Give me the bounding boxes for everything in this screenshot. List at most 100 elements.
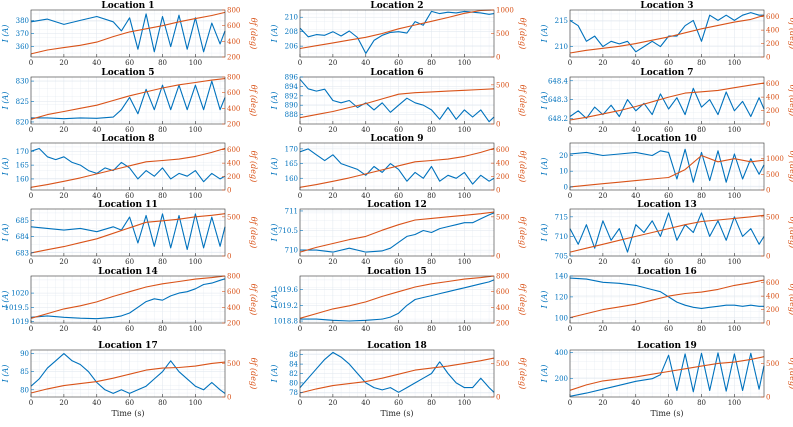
tick-label-x: 100: [728, 399, 741, 407]
tick-label-left: 710: [285, 247, 298, 255]
angle-series-line: [30, 361, 226, 394]
tick-label-x: 100: [458, 192, 471, 200]
y-axis-label-left: I (A): [270, 291, 279, 310]
panel-9: Location 10 0 10 20 0 500 1000 0 20 40 60 80 100 I (A…: [540, 134, 793, 200]
panel-title: Location 10: [637, 134, 696, 144]
tick-label-left: 648.3: [548, 96, 568, 104]
y-axis-label-left: I (A): [270, 158, 279, 177]
angle-series-line: [30, 213, 226, 254]
tick-label-x: 40: [361, 59, 370, 67]
tick-label-x: 100: [458, 126, 471, 134]
plot-area: [570, 143, 764, 190]
tick-label-right: 1000: [766, 155, 784, 163]
tick-label-x: 80: [427, 59, 436, 67]
tick-label-right: 800: [496, 273, 509, 281]
tick-label-right: 500: [496, 360, 509, 368]
tick-label-x: 60: [664, 399, 673, 407]
plot-area: [570, 77, 764, 124]
tick-label-left: 705: [555, 253, 568, 261]
tick-label-x: 60: [394, 399, 403, 407]
tick-label-x: 80: [158, 126, 167, 134]
panel-title: Location 15: [367, 267, 426, 277]
current-series-line: [30, 13, 226, 53]
current-series-line: [30, 147, 226, 183]
tick-label-x: 40: [361, 399, 370, 407]
plot-area: [31, 276, 225, 323]
current-series-line: [31, 80, 226, 120]
tick-label-x: 0: [568, 192, 572, 200]
tick-label-right: 0: [496, 394, 500, 402]
tick-label-x: 20: [598, 192, 607, 200]
tick-label-x: 40: [631, 325, 640, 333]
tick-label-right: 200: [227, 54, 240, 62]
tick-label-left: 648.2: [548, 115, 568, 123]
tick-label-left: 892: [285, 92, 298, 100]
y-axis-label-left: I (A): [540, 92, 549, 111]
angle-series-line: [569, 279, 765, 319]
y-axis-label-right: θf (deg): [518, 85, 527, 117]
tick-label-x: 60: [125, 258, 134, 266]
y-axis-label-left: I (A): [1, 92, 10, 111]
panel-title: Location 17: [98, 341, 157, 351]
tick-label-x: 40: [92, 59, 101, 67]
tick-label-x: 0: [298, 126, 302, 134]
panel-title: Location 5: [101, 68, 154, 78]
tick-label-right: 0: [766, 121, 770, 129]
tick-label-x: 60: [125, 59, 134, 67]
current-series-line: [300, 279, 495, 322]
tick-label-x: 20: [59, 126, 68, 134]
panel-title: Location 6: [370, 68, 423, 78]
tick-label-x: 60: [125, 126, 134, 134]
panel-10: Location 11 683 684 685 0 500 0 20 40 60 80 100 I (A…: [1, 200, 258, 266]
y-axis-label-left: I (A): [540, 25, 549, 44]
tick-label-x: 80: [697, 258, 706, 266]
y-axis-label-left: I (A): [540, 158, 549, 177]
tick-label-x: 40: [92, 126, 101, 134]
plot-area: [570, 276, 764, 323]
tick-label-left: 120: [555, 293, 568, 301]
tick-label-x: 100: [728, 126, 741, 134]
tick-label-left: 206: [285, 43, 299, 51]
tick-label-left: 200: [555, 375, 568, 383]
y-axis-label-right: θf (deg): [788, 151, 793, 183]
tick-label-x: 60: [664, 126, 673, 134]
axes-frame: [299, 76, 495, 125]
tick-label-left: 170: [16, 148, 29, 156]
y-axis-label-left: I (A): [540, 291, 549, 310]
tick-label-x: 40: [92, 192, 101, 200]
y-axis-label-left: I (A): [270, 224, 279, 243]
tick-label-left: 830: [16, 78, 29, 86]
tick-label-right: 600: [227, 89, 240, 97]
tick-label-right: 0: [496, 54, 500, 62]
angle-series-line: [299, 275, 495, 319]
panel-2: Location 2 206 208 210 0 500 1000 0 20 40 60 80 100 I…: [270, 1, 527, 67]
tick-label-right: 500: [496, 213, 509, 221]
tick-label-left: 85: [20, 368, 29, 376]
current-series-line: [30, 353, 226, 394]
y-axis-label-right: θf (deg): [518, 151, 527, 183]
panel-18: Location 19 200 400 0 500 0 20 40 60 80 100 I (A) θf…: [540, 341, 793, 418]
tick-label-x: 20: [598, 399, 607, 407]
tick-label-right: 600: [766, 279, 779, 287]
tick-label-left: 715: [555, 213, 568, 221]
tick-label-x: 0: [298, 192, 302, 200]
current-series-line: [569, 87, 765, 119]
angle-series-line: [299, 357, 495, 394]
tick-label-left: 685: [16, 217, 29, 225]
tick-label-x: 0: [298, 399, 302, 407]
tick-label-x: 60: [394, 59, 403, 67]
tick-label-right: 600: [496, 288, 509, 296]
tick-label-x: 60: [125, 399, 134, 407]
panel-title: Location 9: [370, 134, 423, 144]
tick-label-left: 140: [555, 273, 568, 281]
tick-label-x: 20: [59, 399, 68, 407]
tick-label-x: 20: [328, 192, 337, 200]
tick-label-x: 0: [29, 399, 33, 407]
tick-label-x: 100: [189, 325, 202, 333]
tick-label-x: 40: [92, 325, 101, 333]
y-axis-label-right: θf (deg): [518, 358, 527, 390]
axes-frame: [299, 208, 495, 257]
tick-label-right: 500: [766, 360, 779, 368]
tick-label-left: 894: [285, 83, 299, 91]
tick-label-right: 200: [496, 173, 509, 181]
